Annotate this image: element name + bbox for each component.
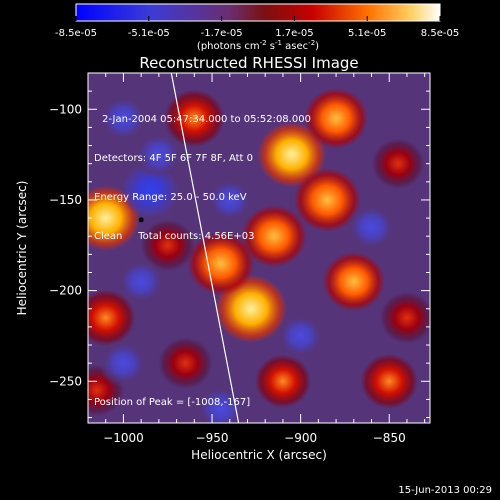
colorbar-ticks: -8.5e-05 -5.1e-05 -1.7e-05 1.7e-05 5.1e-05 8.…: [55, 16, 459, 39]
chart-title: Reconstructed RHESSI Image: [139, 54, 358, 72]
colorbar-tick-label: 8.5e-05: [421, 28, 459, 39]
intensity-blob: [88, 289, 136, 346]
intensity-blob: [254, 354, 311, 408]
colorbar-label: (photons cm-2 s-1 asec-2): [197, 39, 319, 52]
x-tick-label: −850: [373, 431, 406, 445]
colorbar-tick-label: -1.7e-05: [201, 28, 243, 39]
info-detectors: Detectors: 4F 5F 6F 7F 8F, Att 0: [94, 153, 254, 164]
x-axis-label: Heliocentric X (arcsec): [191, 448, 327, 462]
plot-frame: [87, 72, 431, 424]
solar-limb-line: [170, 73, 240, 423]
intensity-blob: [322, 251, 386, 312]
intensity-blob: [345, 202, 398, 252]
intensity-blob: [360, 353, 419, 409]
colorbar-tick-label: -5.1e-05: [128, 28, 170, 39]
y-tick-label: −100: [49, 102, 82, 116]
y-tick-label: −250: [49, 374, 82, 388]
intensity-blob: [205, 177, 254, 223]
intensity-blob: [304, 87, 369, 149]
y-axis-label: Heliocentric Y (arcsec): [15, 181, 29, 316]
info-time-range: 2-Jan-2004 05:47:34.000 to 05:52:08.000: [102, 114, 311, 125]
timestamp: 15-Jun-2013 00:29: [398, 485, 492, 496]
observation-info: 2-Jan-2004 05:47:34.000 to 05:52:08.000 …: [94, 87, 311, 256]
intensity-blob: [379, 291, 430, 344]
colorbar: [75, 3, 441, 22]
intensity-blob: [371, 138, 425, 189]
intensity-blob: [293, 168, 361, 232]
intensity-blob: [98, 339, 149, 387]
peak-position: Position of Peak = [-1008,-167]: [94, 397, 251, 408]
intensity-blob: [116, 257, 166, 306]
colorbar-tick-label: 1.7e-05: [275, 28, 313, 39]
peak-marker: [138, 217, 144, 223]
intensity-blob: [241, 205, 307, 268]
intensity-blob: [97, 94, 150, 143]
intensity-blob: [257, 121, 327, 188]
info-clean-counts: Clean Total counts: 4.56E+03: [94, 231, 255, 242]
colorbar-tick-label: -8.5e-05: [55, 28, 97, 39]
intensity-blob: [195, 384, 247, 423]
info-energy-range: Energy Range: 25.0 - 50.0 keV: [94, 192, 247, 203]
x-tick-label: −950: [196, 431, 229, 445]
colorbar-tick-label: 5.1e-05: [348, 28, 386, 39]
x-tick-label: −900: [284, 431, 317, 445]
intensity-blob: [158, 337, 213, 389]
heatmap-image: [88, 73, 430, 423]
intensity-blob: [163, 89, 225, 148]
axis-ticks: −1000 −950 −900 −850 −100 −150 −200 −250: [49, 72, 430, 445]
intensity-blob: [134, 131, 184, 179]
y-tick-label: −200: [49, 284, 82, 298]
intensity-blob: [187, 231, 255, 296]
intensity-blob: [140, 219, 195, 272]
intensity-blob: [275, 312, 326, 360]
y-tick-label: −150: [49, 193, 82, 207]
x-tick-label: −1000: [103, 431, 144, 445]
